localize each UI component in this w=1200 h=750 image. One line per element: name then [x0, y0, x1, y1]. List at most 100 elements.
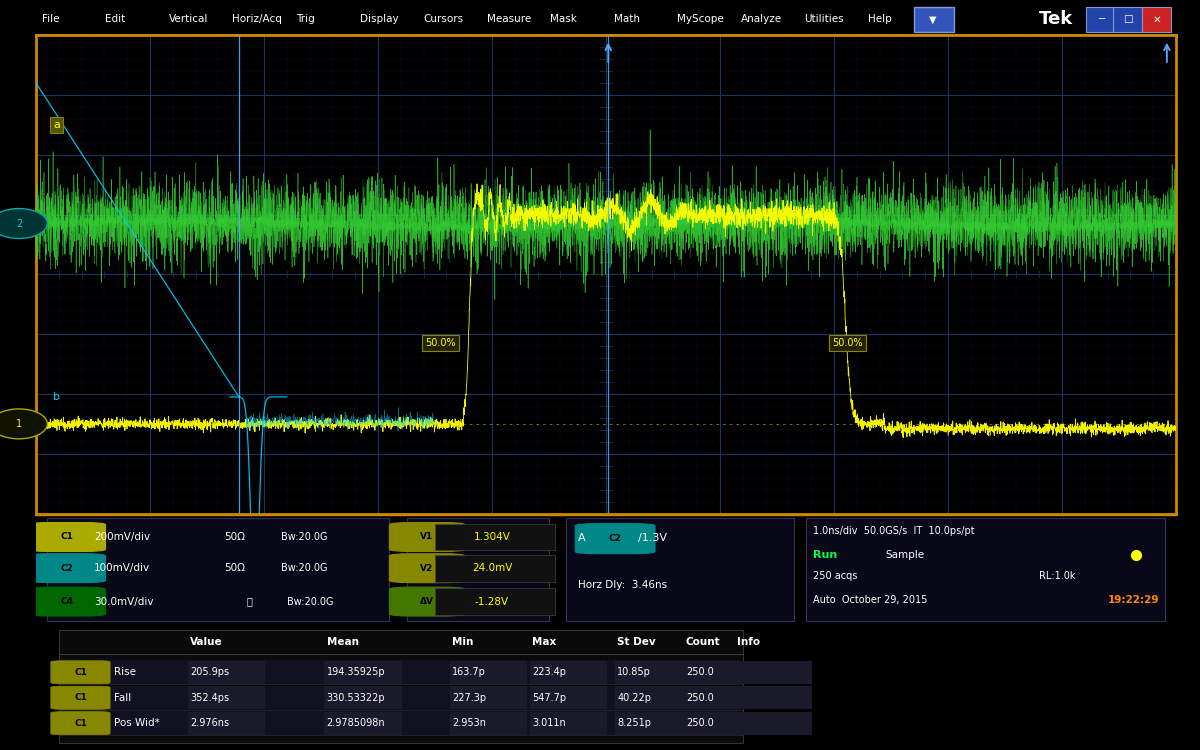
Text: Rise: Rise: [114, 668, 136, 677]
FancyBboxPatch shape: [734, 661, 812, 684]
Text: 227.3p: 227.3p: [452, 693, 486, 703]
Text: 2.9785098n: 2.9785098n: [326, 718, 385, 728]
Text: 100mV/div: 100mV/div: [94, 563, 150, 573]
Text: 250.0: 250.0: [686, 718, 714, 728]
Text: Bw:20.0G: Bw:20.0G: [281, 532, 328, 542]
FancyBboxPatch shape: [575, 524, 655, 554]
FancyBboxPatch shape: [324, 686, 402, 709]
Text: a: a: [53, 120, 60, 130]
Text: Bw:20.0G: Bw:20.0G: [281, 563, 328, 573]
Text: 330.53322p: 330.53322p: [326, 693, 385, 703]
FancyBboxPatch shape: [59, 630, 743, 742]
Text: Math: Math: [614, 14, 640, 25]
FancyBboxPatch shape: [450, 661, 527, 684]
FancyBboxPatch shape: [529, 712, 607, 735]
Text: 30.0mV/div: 30.0mV/div: [94, 596, 154, 607]
Text: 2.976ns: 2.976ns: [190, 718, 229, 728]
Text: 250.0: 250.0: [686, 668, 714, 677]
FancyBboxPatch shape: [684, 686, 761, 709]
Text: MyScope: MyScope: [678, 14, 725, 25]
Text: 50Ω: 50Ω: [224, 563, 245, 573]
FancyBboxPatch shape: [28, 554, 106, 583]
Text: 250 acqs: 250 acqs: [814, 571, 858, 581]
Text: 2.953n: 2.953n: [452, 718, 486, 728]
Text: /1.3V: /1.3V: [638, 533, 667, 543]
FancyBboxPatch shape: [805, 518, 1164, 620]
Text: 547.7p: 547.7p: [532, 693, 566, 703]
FancyBboxPatch shape: [436, 555, 554, 581]
Text: RL:1.0k: RL:1.0k: [1039, 571, 1075, 581]
FancyBboxPatch shape: [389, 554, 464, 583]
FancyBboxPatch shape: [187, 661, 265, 684]
FancyBboxPatch shape: [529, 661, 607, 684]
Text: C2: C2: [608, 534, 622, 543]
FancyBboxPatch shape: [529, 686, 607, 709]
Text: 24.0mV: 24.0mV: [472, 563, 512, 573]
FancyBboxPatch shape: [407, 518, 550, 620]
Text: 194.35925p: 194.35925p: [326, 668, 385, 677]
FancyBboxPatch shape: [324, 712, 402, 735]
Text: 3.011n: 3.011n: [532, 718, 565, 728]
FancyBboxPatch shape: [616, 686, 692, 709]
Text: ─: ─: [1098, 14, 1104, 25]
FancyBboxPatch shape: [61, 660, 739, 685]
FancyBboxPatch shape: [1086, 7, 1116, 32]
FancyBboxPatch shape: [734, 712, 812, 735]
FancyBboxPatch shape: [187, 712, 265, 735]
FancyBboxPatch shape: [450, 712, 527, 735]
Text: 50.0%: 50.0%: [425, 338, 456, 348]
Text: V1: V1: [420, 532, 433, 542]
Text: 8.251p: 8.251p: [618, 718, 652, 728]
Text: C1: C1: [74, 668, 86, 676]
Text: 1.0ns/div  50.0GS/s  IT  10.0ps/pt: 1.0ns/div 50.0GS/s IT 10.0ps/pt: [814, 526, 976, 536]
Text: -1.28V: -1.28V: [475, 596, 509, 607]
Text: V2: V2: [420, 564, 433, 573]
Text: 50Ω: 50Ω: [224, 532, 245, 542]
Text: Display: Display: [360, 14, 398, 25]
Text: □: □: [1123, 14, 1133, 25]
Text: ⏚: ⏚: [247, 596, 253, 607]
FancyBboxPatch shape: [50, 686, 110, 709]
Text: Tek: Tek: [1039, 10, 1074, 28]
FancyBboxPatch shape: [389, 587, 464, 616]
FancyBboxPatch shape: [914, 7, 954, 32]
Text: File: File: [42, 14, 59, 25]
Text: C4: C4: [60, 597, 73, 606]
Text: Value: Value: [190, 637, 222, 647]
Circle shape: [0, 209, 48, 238]
Text: Utilities: Utilities: [805, 14, 845, 25]
FancyBboxPatch shape: [436, 524, 554, 550]
Text: 223.4p: 223.4p: [532, 668, 566, 677]
FancyBboxPatch shape: [684, 661, 761, 684]
Text: ✕: ✕: [1152, 14, 1160, 25]
Text: Min: Min: [452, 637, 474, 647]
FancyBboxPatch shape: [28, 523, 106, 551]
Text: 2: 2: [16, 218, 22, 229]
FancyBboxPatch shape: [187, 686, 265, 709]
Text: Edit: Edit: [106, 14, 126, 25]
Text: 19:22:29: 19:22:29: [1108, 596, 1159, 605]
Text: Horiz/Acq: Horiz/Acq: [233, 14, 282, 25]
Text: C1: C1: [74, 693, 86, 702]
Text: Fall: Fall: [114, 693, 131, 703]
Text: Help: Help: [869, 14, 892, 25]
FancyBboxPatch shape: [324, 661, 402, 684]
Circle shape: [0, 409, 48, 439]
Text: Max: Max: [532, 637, 556, 647]
Text: Pos Wid*: Pos Wid*: [114, 718, 160, 728]
Text: A: A: [577, 533, 586, 543]
FancyBboxPatch shape: [389, 523, 464, 551]
FancyBboxPatch shape: [616, 661, 692, 684]
Text: Info: Info: [737, 637, 761, 647]
Text: Auto  October 29, 2015: Auto October 29, 2015: [814, 596, 928, 605]
Text: 1: 1: [16, 419, 22, 429]
Text: 10.85p: 10.85p: [618, 668, 652, 677]
Text: Sample: Sample: [886, 550, 924, 560]
Text: Run: Run: [814, 550, 838, 560]
FancyBboxPatch shape: [28, 587, 106, 616]
Text: Measure: Measure: [487, 14, 530, 25]
Text: 352.4ps: 352.4ps: [190, 693, 229, 703]
Text: 40.22p: 40.22p: [618, 693, 652, 703]
FancyBboxPatch shape: [734, 686, 812, 709]
Text: C1: C1: [60, 532, 73, 542]
